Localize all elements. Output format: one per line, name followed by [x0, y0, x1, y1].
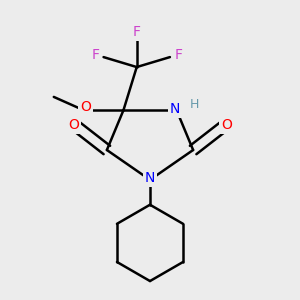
Text: F: F — [174, 48, 182, 62]
Text: N: N — [170, 101, 180, 116]
Text: N: N — [145, 171, 155, 185]
Text: F: F — [133, 25, 141, 39]
Text: O: O — [68, 118, 79, 132]
Text: F: F — [91, 48, 99, 62]
Text: O: O — [221, 118, 232, 132]
Text: H: H — [190, 98, 200, 111]
Text: O: O — [80, 100, 91, 114]
